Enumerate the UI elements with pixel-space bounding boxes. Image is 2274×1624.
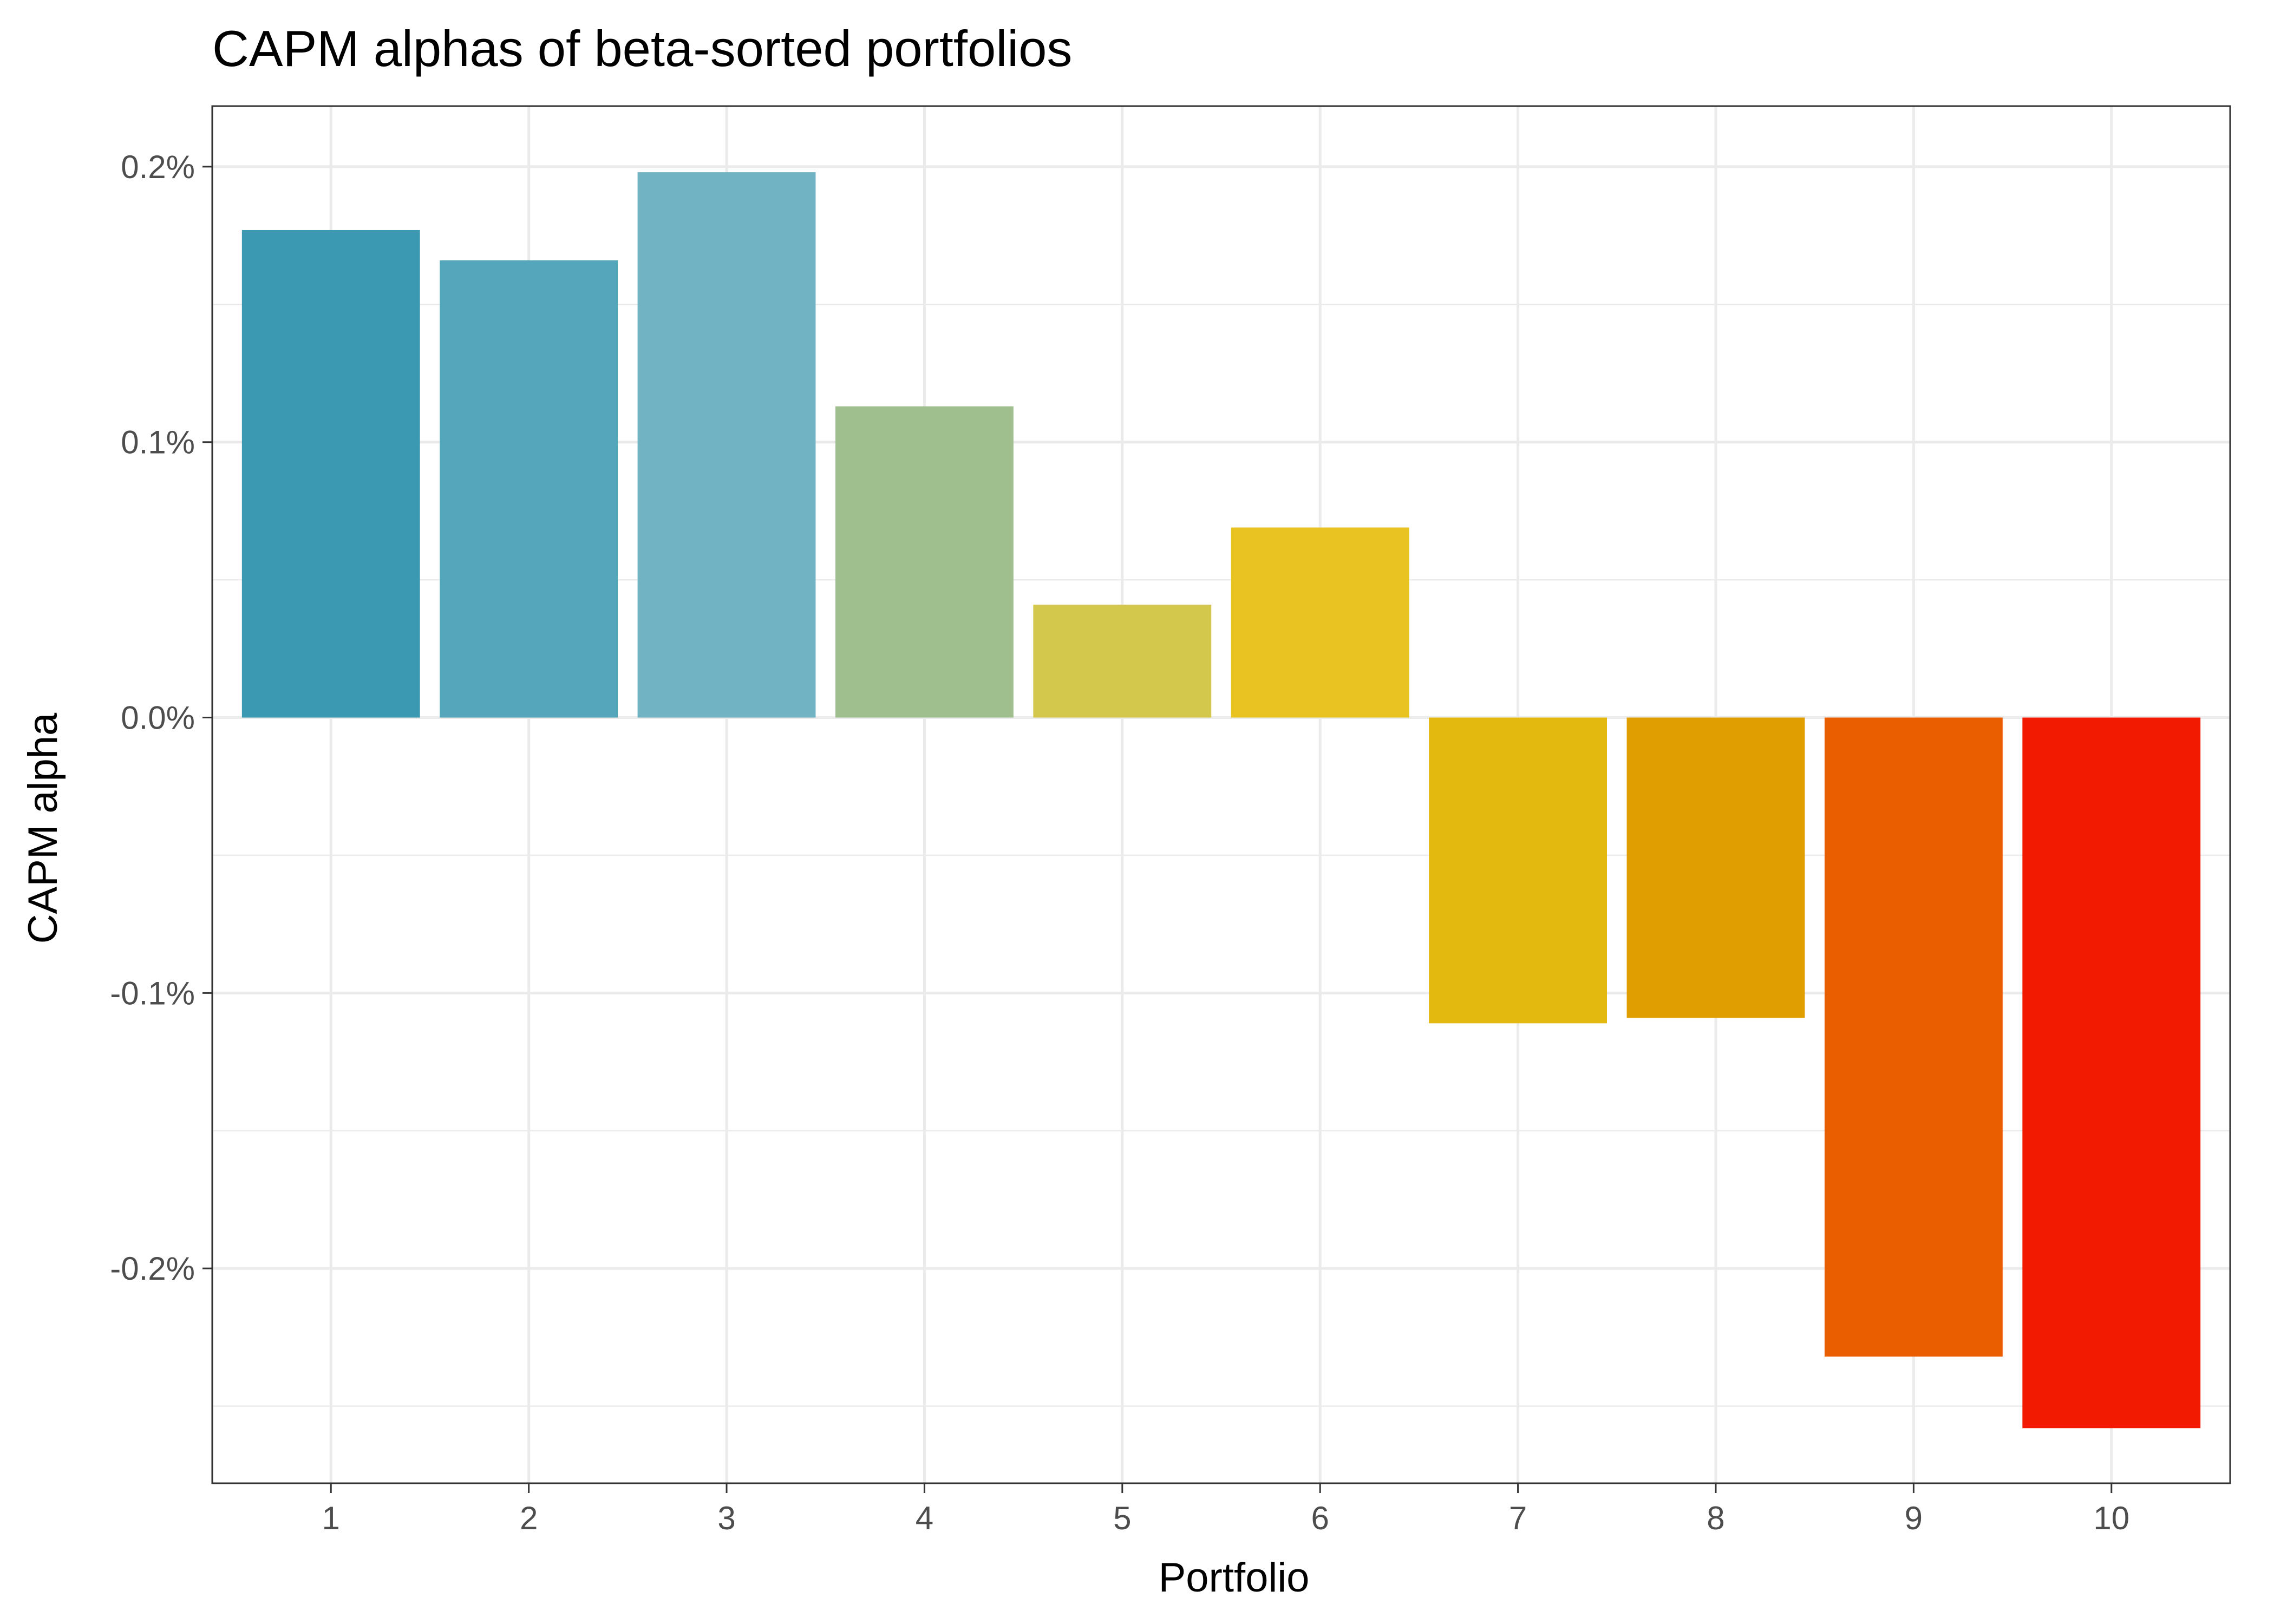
bar-5 [1033,604,1212,718]
y-axis-title: CAPM alpha [20,712,66,944]
bar-7 [1429,717,1608,1024]
y-tick-label: -0.1% [110,975,195,1011]
bar-4 [835,406,1014,718]
x-tick-label: 7 [1509,1500,1527,1536]
y-tick-label: 0.0% [121,700,195,736]
chart-title: CAPM alphas of beta-sorted portfolios [212,20,1072,77]
x-tick-label: 10 [2093,1500,2129,1536]
bar-9 [1824,717,2003,1357]
plot-border [211,105,2231,1484]
bar-1 [241,230,420,718]
x-tick-label: 6 [1311,1500,1329,1536]
bar-3 [637,172,816,718]
bars [241,172,2201,1429]
x-tick-label: 3 [717,1500,735,1536]
y-axis: -0.2% -0.1% 0.0% 0.1% 0.2% [110,149,212,1287]
x-tick-label: 5 [1113,1500,1131,1536]
x-axis: 1 2 3 4 5 6 7 8 9 10 [322,1483,2129,1536]
y-tick-label: 0.1% [121,424,195,461]
bar-6 [1231,527,1409,718]
x-tick-label: 8 [1707,1500,1724,1536]
x-tick-label: 1 [322,1500,340,1536]
x-tick-label: 2 [520,1500,538,1536]
x-tick-label: 4 [916,1500,933,1536]
y-tick-label: -0.2% [110,1250,195,1287]
x-tick-label: 9 [1905,1500,1923,1536]
bar-10 [2022,717,2201,1429]
y-tick-label: 0.2% [121,149,195,185]
bar-2 [440,260,618,718]
x-axis-title: Portfolio [1159,1555,1310,1601]
bar-8 [1626,717,1805,1018]
